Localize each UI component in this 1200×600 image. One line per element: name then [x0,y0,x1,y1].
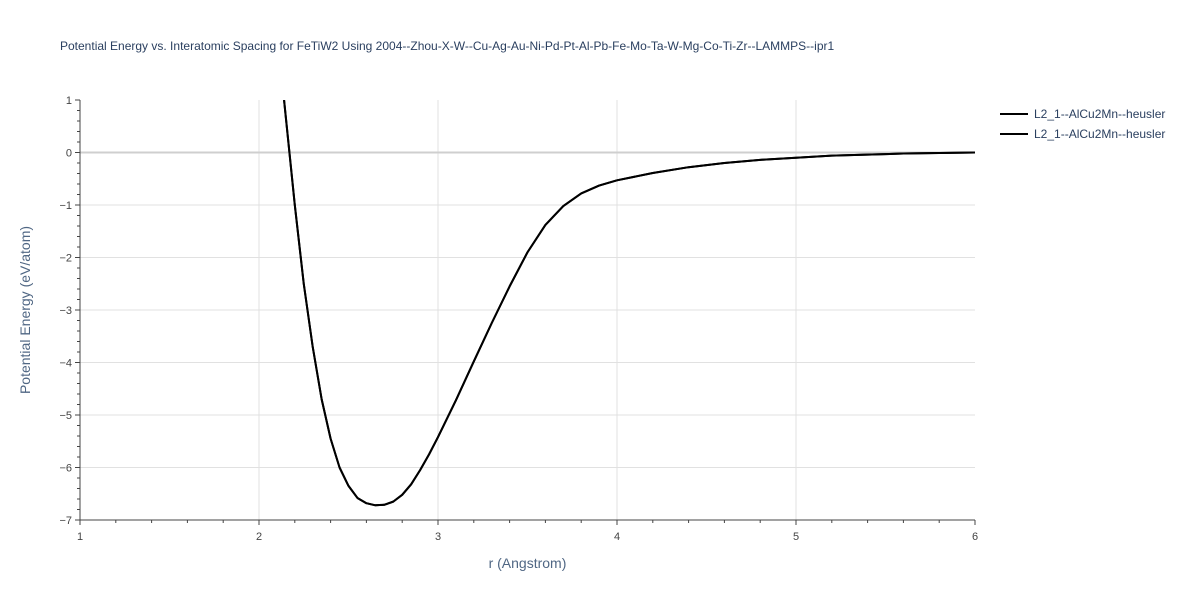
y-tick-label: −6 [59,463,72,475]
chart-title: Potential Energy vs. Interatomic Spacing… [60,39,834,53]
legend[interactable]: L2_1--AlCu2Mn--heusler L2_1--AlCu2Mn--heu… [1000,107,1165,141]
y-tick-label: −2 [59,253,72,265]
series-line-1 [283,100,975,507]
x-tick-label: 2 [256,531,262,543]
x-tick-label: 4 [614,531,620,543]
y-tick-label: −1 [59,200,72,212]
x-axis-title: r (Angstrom) [489,555,567,571]
x-tick-label: 1 [77,531,83,543]
x-tick-label: 5 [793,531,799,543]
y-tick-label: −4 [59,358,72,370]
series-line-2 [283,100,975,507]
y-tick-label: −7 [59,515,72,527]
y-axis-title: Potential Energy (eV/atom) [17,226,33,394]
y-tick-label: 1 [66,95,72,107]
y-tick-label: 0 [66,148,72,160]
x-tick-label: 6 [972,531,978,543]
y-tick-label: −3 [59,305,72,317]
plot-area [283,100,975,507]
legend-label[interactable]: L2_1--AlCu2Mn--heusler [1034,107,1165,121]
grid [80,100,975,520]
axes: 1 2 3 4 5 6 1 0 −1 −2 −3 −4 −5 −6 −7 [59,95,978,543]
x-tick-label: 3 [435,531,441,543]
legend-label[interactable]: L2_1--AlCu2Mn--heusler [1034,127,1165,141]
y-tick-label: −5 [59,410,72,422]
